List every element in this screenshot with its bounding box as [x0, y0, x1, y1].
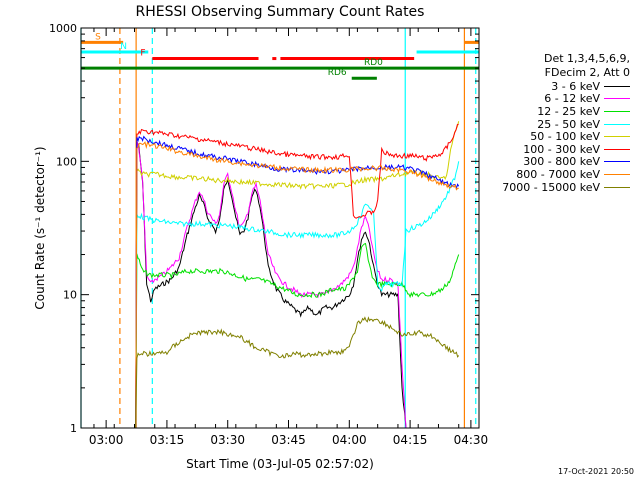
series-line-0	[134, 141, 419, 429]
series-line-4	[134, 121, 460, 429]
flag-label-rd0: RD0	[364, 58, 383, 68]
series-line-8	[134, 316, 460, 429]
y-tick-label-3: 1000	[49, 22, 77, 35]
y-tick-label-1: 10	[63, 289, 77, 302]
x-tick-label-6: 04:30	[454, 433, 489, 447]
legend-swatch	[604, 186, 630, 188]
legend-entry-label: 7000 - 15000 keV	[502, 180, 600, 194]
flag-label-n: N	[120, 42, 127, 52]
legend-entry-label: 800 - 7000 keV	[516, 167, 600, 181]
vertical-markers	[80, 28, 477, 428]
legend-swatch	[604, 110, 630, 112]
y-tick-label-0: 1	[70, 422, 77, 435]
series-line-6	[134, 135, 460, 429]
x-tick-label-3: 03:45	[271, 433, 306, 447]
legend-entry-8: 7000 - 15000 keV	[478, 181, 636, 194]
legend-entry-6: 300 - 800 keV	[478, 155, 636, 169]
series-line-1	[134, 140, 419, 429]
series-line-3	[134, 161, 460, 429]
series-line-7	[134, 141, 459, 429]
series-line-2	[134, 242, 460, 429]
legend-entry-label: 12 - 25 keV	[537, 104, 600, 118]
legend-entry-1: 6 - 12 keV	[478, 92, 636, 106]
y-axis-label: Count Rate (s⁻¹ detector⁻¹)	[33, 146, 47, 309]
footer-timestamp: 17-Oct-2021 20:50	[558, 467, 634, 476]
y-tick-label-2: 100	[56, 155, 77, 168]
legend-swatch	[604, 98, 630, 100]
legend-entry-label: 6 - 12 keV	[544, 92, 600, 106]
flag-label-s: S	[95, 32, 101, 42]
legend-entry-5: 100 - 300 keV	[478, 143, 636, 156]
x-tick-label-5: 04:15	[393, 433, 428, 447]
legend-entry-3: 25 - 50 keV	[478, 118, 636, 131]
legend-swatch	[604, 161, 630, 163]
axis-ticks: 1 10 100 1000 03:00 03:15 03:30 03:45 04:00 04:15…	[49, 22, 488, 447]
legend-entries: 3 - 6 keV 6 - 12 keV 12 - 25 keV 25 - 50 ke…	[478, 80, 636, 194]
x-tick-label-4: 04:00	[332, 433, 367, 447]
legend-entry-4: 50 - 100 keV	[478, 130, 636, 143]
legend-swatch	[604, 85, 630, 87]
legend: Det 1,3,4,5,6,9, FDecim 2, Att 0 3 - 6 k…	[478, 52, 636, 194]
x-tick-label-2: 03:30	[210, 433, 245, 447]
legend-title-line-1: Det 1,3,4,5,6,9,	[543, 52, 630, 65]
flag-label-f: F	[140, 49, 145, 59]
series-lines	[134, 121, 460, 429]
flag-bars: S N F RD0 RD6	[81, 32, 479, 80]
x-tick-label-0: 03:00	[89, 433, 124, 447]
legend-swatch	[604, 148, 630, 150]
legend-swatch	[604, 123, 630, 125]
series-line-5	[134, 123, 459, 429]
legend-entry-7: 800 - 7000 keV	[478, 168, 636, 181]
chart-title: RHESSI Observing Summary Count Rates	[136, 4, 425, 20]
legend-swatch	[604, 173, 630, 175]
legend-entry-label: 50 - 100 keV	[530, 130, 600, 144]
legend-title-line-2: FDecim 2, Att 0	[544, 66, 630, 79]
legend-entry-2: 12 - 25 keV	[478, 105, 636, 118]
legend-entry-label: 25 - 50 keV	[537, 117, 600, 131]
legend-entry-label: 100 - 300 keV	[523, 142, 600, 156]
x-axis-label: Start Time (03-Jul-05 02:57:02)	[186, 457, 374, 471]
legend-entry-label: 3 - 6 keV	[551, 79, 600, 93]
x-tick-label-1: 03:15	[150, 433, 185, 447]
legend-entry-label: 300 - 800 keV	[523, 155, 600, 169]
legend-entry-0: 3 - 6 keV	[478, 80, 636, 93]
legend-swatch	[604, 136, 630, 138]
flag-label-rd6: RD6	[328, 68, 347, 78]
plot-frame	[80, 27, 480, 429]
